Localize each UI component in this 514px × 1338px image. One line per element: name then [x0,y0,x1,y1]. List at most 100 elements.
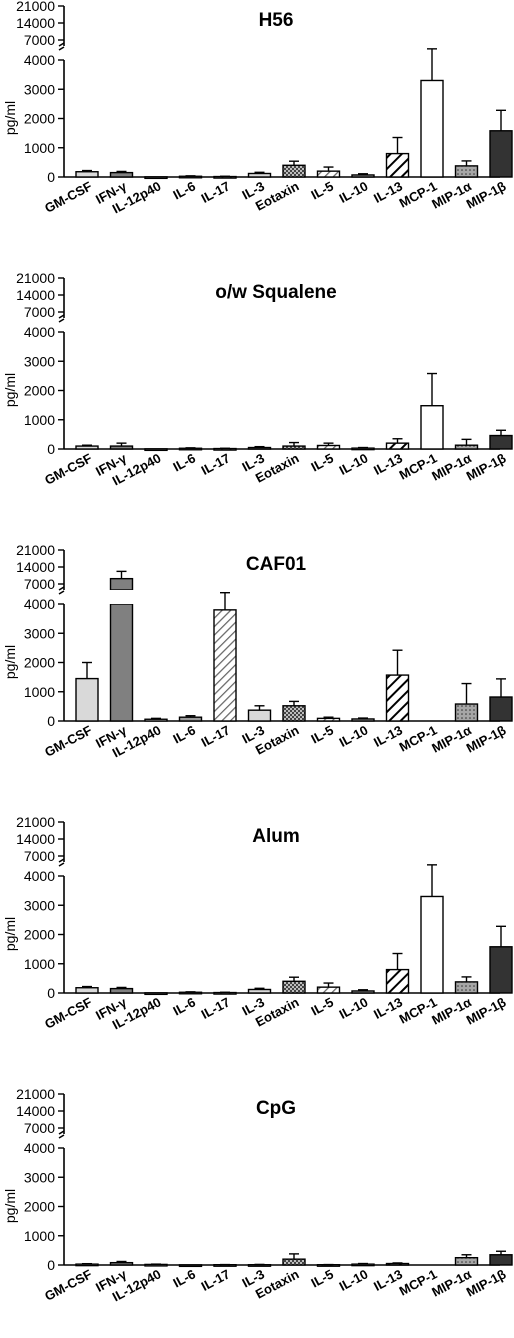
chart-title: H56 [259,10,294,31]
y-tick-label: 4000 [24,52,55,68]
y-tick-label: 2000 [24,111,55,127]
y-tick-label: 1000 [24,1228,55,1244]
chart-panel-3: Alum pg/ml 0 1000 2000 3000 4000 70001400021000… [2,814,513,1032]
bar-IL-12p40 [144,718,168,722]
bar-MCP-1 [420,405,444,450]
bar-IL-10 [351,1263,375,1267]
bar-IFN-γ [109,445,134,450]
x-tick-label-IL-5: IL-5 [308,178,335,202]
bar-IFN-γ [109,171,134,178]
x-tick-label-IL-5: IL-5 [308,722,335,746]
bar-MIP-1β [489,1254,513,1266]
bar-GM-CSF [75,677,99,722]
y-tick-label: 3000 [24,1169,55,1185]
x-tick-label-IL-10: IL-10 [337,178,371,205]
x-tick-label-IL-10: IL-10 [337,1266,371,1293]
bar-IL-3 [247,709,272,722]
x-tick-label-MIP-1β: MIP-1β [464,722,509,755]
bar-IFN-γ [109,1261,134,1266]
y-tick-label: 1000 [24,412,55,428]
chart-title: CAF01 [246,554,307,575]
bar-IL-6 [178,1264,203,1268]
y-tick-label: 21000 [16,542,55,558]
y-tick-label: 2000 [24,927,55,943]
y-tick-label: 0 [47,441,55,457]
x-tick-label-IL-10: IL-10 [337,450,371,477]
bar-MIP-1α [454,165,479,178]
x-tick-label-IL-17: IL-17 [199,722,233,749]
bar-Eotaxin [282,164,306,178]
chart-panel-0: H56pg/ml0100020003000400070001400021000G… [2,0,513,216]
bar-MIP-1β [489,130,513,178]
y-tick-label: 4000 [24,596,55,612]
bar-IL-3 [247,446,272,450]
y-axis-label: pg/ml [2,373,18,407]
bar-MCP-1 [420,79,444,178]
y-tick-label: 2000 [24,1199,55,1215]
bar-IL-5 [316,444,341,450]
chart-title: o/w Squalene [215,282,336,303]
y-tick-label: 3000 [24,81,55,97]
bar-IL-12p40 [144,448,168,452]
chart-panel-4: CpGpg/ml0100020003000400070001400021000G… [2,1086,513,1304]
bar-gap-IFN-γ [109,590,134,604]
y-tick-label: 4000 [24,868,55,884]
y-axis-label: pg/ml [2,1189,18,1223]
x-tick-label-IL-10: IL-10 [337,994,371,1021]
y-tick-label: 14000 [16,1103,55,1119]
axis-break-mark [58,586,65,595]
bar-IL-5 [316,986,341,994]
bar-Eotaxin [282,980,306,994]
chart-title: CpG [256,1098,296,1119]
bar-MIP-1β [489,434,513,450]
axis-break-mark [58,1130,65,1139]
y-axis-label: pg/ml [2,645,18,679]
bar-IL-5 [316,717,341,722]
y-tick-label: 7000 [24,576,55,592]
bar-IL-10 [351,718,375,722]
bar-MIP-1β [489,946,513,994]
bar-IL-12p40 [144,176,168,180]
axis-break-mark [58,42,65,51]
bar-IL-13 [385,152,410,178]
bar-IL-6 [178,716,203,722]
y-tick-label: 21000 [16,814,55,830]
y-tick-label: 1000 [24,140,55,156]
x-tick-label-IL-6: IL-6 [170,178,197,202]
y-tick-label: 14000 [16,831,55,847]
y-tick-label: 7000 [24,304,55,320]
bar-IL-3 [247,172,272,178]
bar-GM-CSF [75,445,99,450]
y-tick-label: 7000 [24,32,55,48]
y-tick-label: 2000 [24,383,55,399]
axis-break-mark [58,858,65,867]
y-tick-label: 1000 [24,684,55,700]
x-tick-label-IL-6: IL-6 [170,450,197,474]
x-tick-label-MIP-1β: MIP-1β [464,178,509,211]
y-tick-label: 7000 [24,848,55,864]
x-tick-label-IL-17: IL-17 [199,1266,233,1293]
y-tick-label: 3000 [24,897,55,913]
y-tick-label: 14000 [16,559,55,575]
y-tick-label: 2000 [24,655,55,671]
x-tick-label-IL-6: IL-6 [170,722,197,746]
charts-root: H56pg/ml0100020003000400070001400021000G… [2,0,513,1304]
bar-IL-3 [247,988,272,994]
y-tick-label: 21000 [16,270,55,286]
chart-panel-1: o/w Squalene pg/ml 0 1000 2000 3000 4000 700014… [2,270,513,488]
y-tick-label: 14000 [16,287,55,303]
bar-IL-10 [351,447,375,451]
bar-MIP-1α [454,981,479,994]
bar-IL-12p40 [144,992,168,996]
y-axis-label: pg/ml [2,101,18,135]
x-tick-label-IL-6: IL-6 [170,994,197,1018]
x-tick-label-IL-17: IL-17 [199,178,233,205]
y-tick-label: 0 [47,985,55,1001]
y-tick-label: 7000 [24,1120,55,1136]
chart-title: Alum [252,826,300,847]
chart-panel-2: CAF01 pg/ml 0 1000 2000 3000 4000 7000140002100… [2,542,513,760]
bar-IL-13 [385,968,410,994]
bar-IFN-γ [109,987,134,994]
bar-MCP-1 [420,895,444,994]
